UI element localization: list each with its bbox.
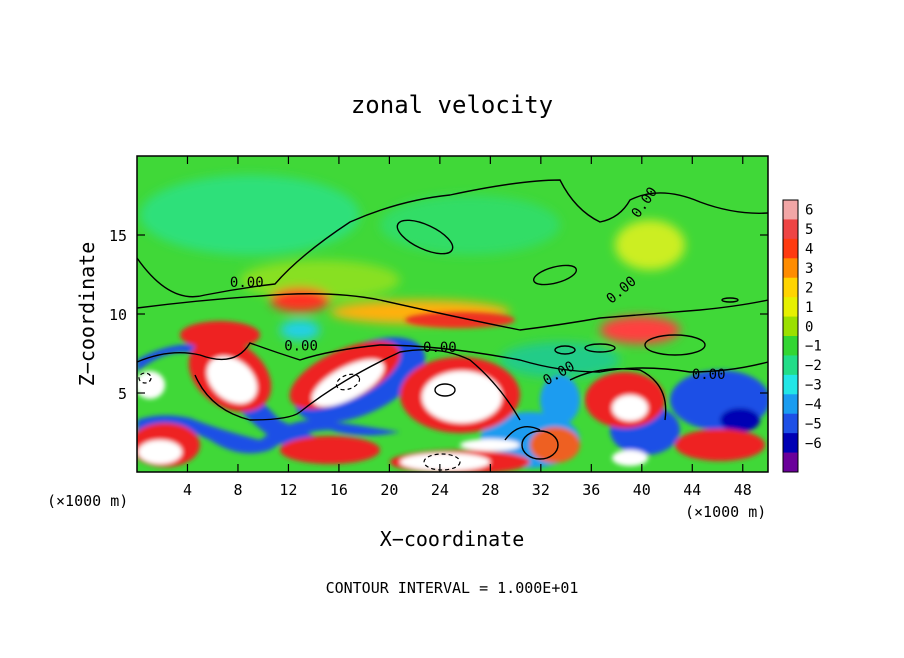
colorbar-swatch xyxy=(783,277,798,298)
colorbar-swatch xyxy=(783,336,798,356)
colorbar-label: −2 xyxy=(805,358,822,374)
colorbar-label: −3 xyxy=(805,378,822,394)
colorbar-swatch xyxy=(783,219,798,240)
contour-label: 0.00 xyxy=(423,340,457,356)
chart-title: zonal velocity xyxy=(351,91,553,119)
colorbar-frame xyxy=(782,199,799,473)
colorbar-label: −1 xyxy=(805,339,822,355)
colorbar-swatch xyxy=(783,452,798,473)
x-axis-label: X−coordinate xyxy=(380,527,525,551)
x-unit-left: (×1000 m) xyxy=(47,492,128,510)
colorbar: 6 5 4 3 2 1 0 −1 −2 −3 −4 −5 −6 xyxy=(782,199,822,473)
y-axis-label: Z−coordinate xyxy=(75,242,99,387)
colorbar-label: 1 xyxy=(805,300,813,316)
contour-interval-note: CONTOUR INTERVAL = 1.000E+01 xyxy=(326,579,579,597)
x-tick-label: 4 xyxy=(183,481,192,499)
colorbar-label: 0 xyxy=(805,319,813,335)
colorbar-swatch xyxy=(783,355,798,376)
x-tick-label: 44 xyxy=(683,481,701,499)
x-axis: 4 8 12 16 20 24 28 32 36 40 44 48 xyxy=(183,156,752,499)
x-tick-label: 8 xyxy=(233,481,242,499)
y-tick-label: 15 xyxy=(109,227,127,245)
x-tick-label: 16 xyxy=(330,481,348,499)
colorbar-swatch xyxy=(783,394,798,415)
colorbar-label: 5 xyxy=(805,222,813,238)
colorbar-label: 3 xyxy=(805,261,813,277)
colorbar-swatch xyxy=(783,297,798,318)
contour-label: 0.00 xyxy=(230,275,264,291)
colorbar-swatch xyxy=(783,258,798,279)
contour-label: 0.00 xyxy=(692,367,726,383)
x-tick-label: 36 xyxy=(582,481,600,499)
colorbar-swatch xyxy=(783,316,798,337)
colorbar-swatch xyxy=(783,238,798,259)
colorbar-label: −4 xyxy=(805,397,822,413)
colorbar-swatch xyxy=(783,200,798,220)
colorbar-label: 4 xyxy=(805,242,813,258)
x-unit-right: (×1000 m) xyxy=(685,503,766,521)
y-tick-label: 5 xyxy=(118,385,127,403)
x-tick-label: 32 xyxy=(532,481,550,499)
colorbar-label: 6 xyxy=(805,203,813,219)
colorbar-label: 2 xyxy=(805,280,813,296)
x-tick-label: 20 xyxy=(380,481,398,499)
y-axis: 5 10 15 xyxy=(109,227,768,403)
colorbar-label: −6 xyxy=(805,436,822,452)
x-tick-label: 28 xyxy=(481,481,499,499)
colorbar-swatch xyxy=(783,433,798,454)
x-tick-label: 12 xyxy=(279,481,297,499)
x-tick-label: 48 xyxy=(734,481,752,499)
colorbar-label: −5 xyxy=(805,416,822,432)
x-tick-label: 24 xyxy=(431,481,449,499)
x-tick-label: 40 xyxy=(633,481,651,499)
colorbar-swatch xyxy=(783,374,798,395)
y-tick-label: 10 xyxy=(109,306,127,324)
contour-label: 0.00 xyxy=(284,338,318,354)
colorbar-swatch xyxy=(783,413,798,434)
velocity-field: 0.000.000.00 0.000.000.000.00 xyxy=(137,156,768,472)
contour-lines xyxy=(137,179,768,460)
